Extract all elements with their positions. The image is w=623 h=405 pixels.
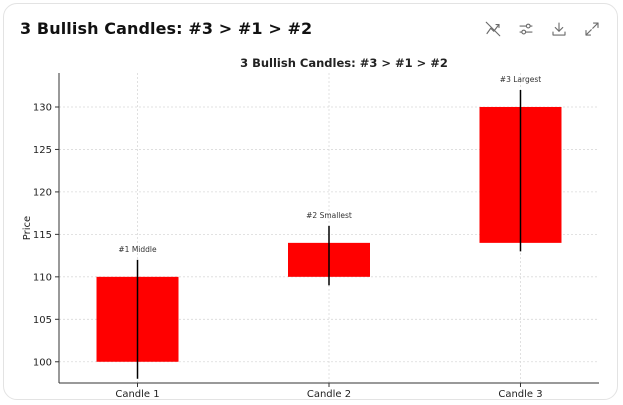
expand-button[interactable]: [581, 18, 603, 40]
download-button[interactable]: [548, 18, 570, 40]
y-tick-label: 100: [33, 357, 52, 368]
candle-annotation: #1 Middle: [118, 245, 157, 254]
expand-icon: [585, 22, 599, 36]
chart-type-off-button[interactable]: [482, 18, 504, 40]
x-tick-label: Candle 1: [115, 389, 159, 400]
y-tick-label: 120: [33, 187, 52, 198]
chart-toolbar: [482, 18, 603, 40]
y-tick-label: 115: [33, 230, 52, 241]
candlestick-chart: 100 105 110 115 120 125 130 Candle 1 Candle 2 Can…: [22, 56, 599, 400]
x-tick-label: Candle 2: [307, 389, 351, 400]
y-tick-label: 130: [33, 102, 52, 113]
chart-type-off-icon: [485, 21, 501, 37]
x-tick-label: Candle 3: [498, 389, 542, 400]
candle-annotation: #2 Smallest: [306, 211, 352, 220]
y-tick-label: 110: [33, 272, 52, 283]
chart-title: 3 Bullish Candles: #3 > #1 > #2: [240, 56, 448, 70]
download-icon: [552, 22, 566, 36]
chart-card: 3 Bullish Candles: #3 > #1 > #2: [3, 3, 618, 400]
card-title: 3 Bullish Candles: #3 > #1 > #2: [20, 19, 313, 38]
sliders-icon: [519, 23, 533, 35]
y-tick-label: 125: [33, 145, 52, 156]
candle-annotation: #3 Largest: [500, 75, 541, 84]
y-axis-label: Price: [22, 216, 33, 240]
chart-settings-button[interactable]: [515, 18, 537, 40]
y-tick-label: 105: [33, 315, 52, 326]
